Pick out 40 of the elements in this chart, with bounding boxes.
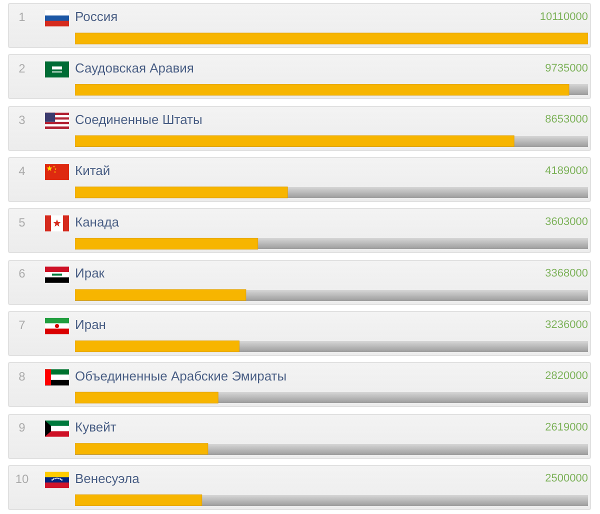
bar	[75, 340, 240, 352]
data-label: 8653000	[545, 114, 588, 126]
text: 4	[18, 164, 26, 178]
y-tick-label: Саудовская Аравия	[75, 60, 194, 76]
bar	[75, 135, 514, 147]
data-label: 10110000	[540, 11, 588, 23]
y-tick-label: Россия	[75, 9, 118, 24]
data-label: 9735000	[545, 62, 588, 74]
y-tick-label: Ирак	[75, 266, 105, 281]
y-tick-label: Иран	[75, 316, 106, 332]
text: 7	[18, 318, 26, 332]
bar	[75, 32, 588, 44]
text: 10	[15, 472, 29, 486]
data-label: 2820000	[545, 370, 588, 382]
y-tick-label: Объединенные Арабские Эмираты	[75, 368, 287, 384]
bar	[75, 186, 288, 198]
y-tick-label: Венесуэла	[75, 470, 140, 486]
data-label: 2500000	[545, 472, 588, 485]
text: 3	[18, 112, 26, 127]
data-label: 3236000	[545, 318, 588, 331]
y-tick-label: Соединенные Штаты	[75, 112, 202, 127]
data-label: 4189000	[545, 164, 588, 177]
bar	[75, 289, 246, 301]
data-label: 3603000	[545, 216, 588, 228]
data-label: 3368000	[545, 268, 588, 280]
bar	[75, 238, 258, 250]
text: 9	[18, 420, 26, 435]
data-label: 2619000	[545, 421, 588, 434]
text: 1	[18, 10, 26, 24]
text: 2	[18, 61, 26, 76]
y-tick-label: Китай	[75, 163, 110, 178]
y-tick-label: Кувейт	[75, 420, 116, 435]
text: 8	[18, 369, 26, 384]
bar	[75, 84, 570, 96]
text: 6	[18, 266, 26, 281]
y-tick-label: Канада	[75, 214, 120, 230]
bar	[75, 443, 208, 455]
bar	[75, 392, 218, 404]
bar	[75, 494, 202, 506]
text: 5	[18, 215, 26, 230]
